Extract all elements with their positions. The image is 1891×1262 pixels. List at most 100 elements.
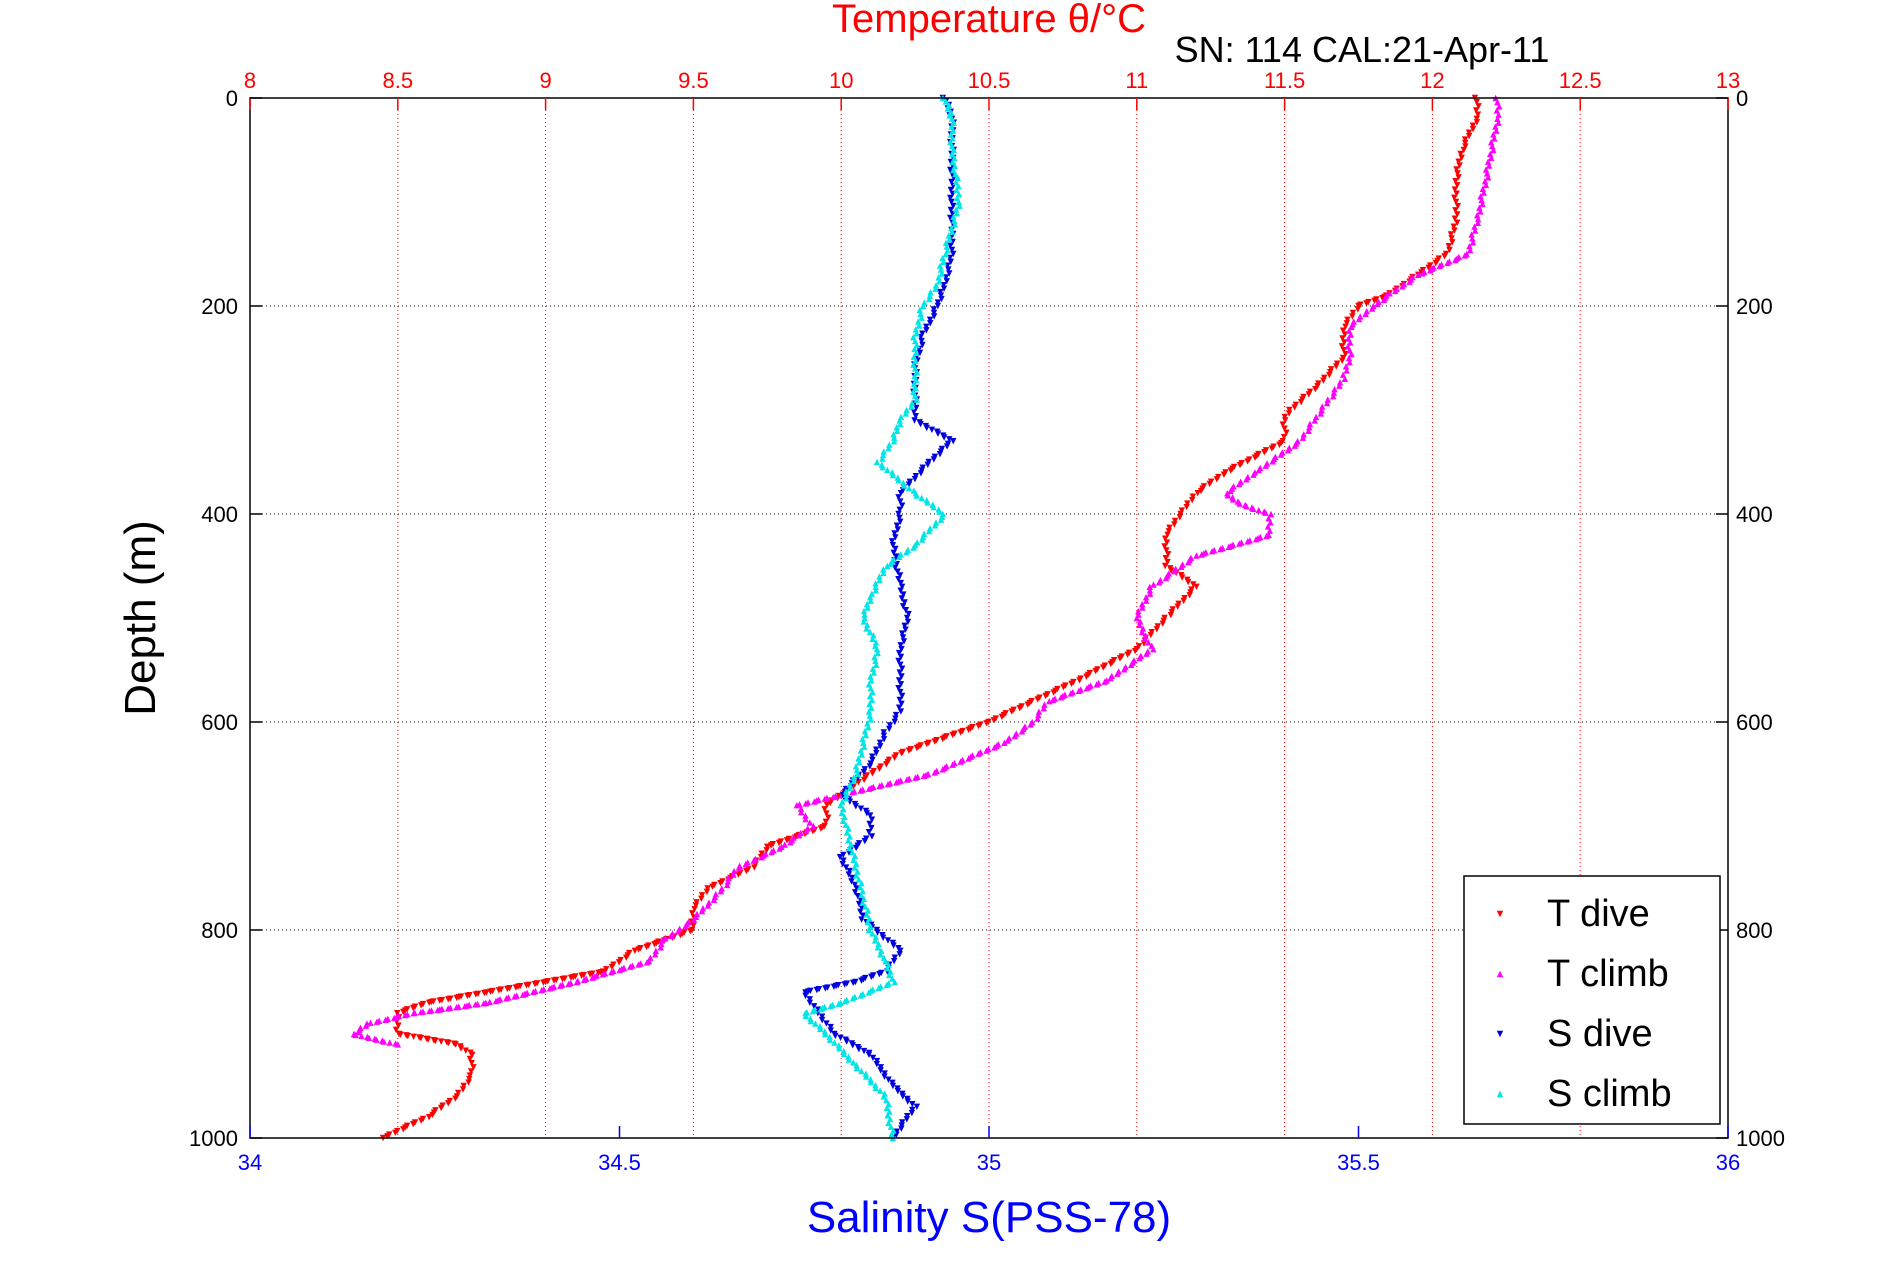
series-t-climb-marker [1250,505,1257,512]
series-s-dive-marker [899,1093,907,1100]
series-t-climb-marker [1494,115,1501,122]
series-s-climb-marker [870,632,877,639]
series-t-climb-marker [1236,500,1243,507]
series-t-dive-marker [1171,517,1179,525]
series-t-dive [379,94,1482,1142]
series-s-dive-marker [855,1045,863,1053]
series-s-dive-marker [881,1073,888,1080]
series-t-dive-marker [437,1038,445,1045]
series-t-dive-marker [998,713,1006,720]
series-s-dive-marker [890,549,897,556]
series-s-dive-marker [852,803,860,810]
series-t-dive-marker [1167,567,1175,574]
series-s-dive-marker [903,1116,911,1123]
series-s-climb-marker [861,611,868,618]
series-t-dive-marker [495,987,503,994]
series-s-climb-marker [890,431,897,438]
series-s-dive-marker [897,490,905,497]
series-s-climb-marker [880,1093,887,1100]
series-s-dive-marker [868,833,876,840]
tick-label-salinity: 36 [1716,1150,1740,1175]
series-s-dive-marker [892,715,899,722]
series-s-climb-marker [867,1076,874,1083]
series-t-dive-marker [1024,701,1031,708]
series-s-dive-marker [893,560,901,568]
series-t-dive-marker [817,825,825,832]
series-t-climb-marker [1300,431,1307,438]
series-s-climb-marker [866,628,874,636]
series-t-dive-marker [1180,597,1187,605]
series-s-dive-marker [912,413,919,420]
series-s-climb-marker [845,1053,852,1060]
tick-label-depth-left: 200 [201,294,238,319]
series-t-climb-marker [616,966,623,974]
series-t-climb-marker [1143,597,1150,604]
series-s-dive-marker [897,642,904,649]
series-s-climb-marker [950,127,957,134]
series-s-dive-marker [943,278,950,285]
series-t-dive-marker [1469,122,1477,129]
series-t-climb-marker [903,776,911,783]
series-s-dive-marker [908,1109,916,1117]
tick-label-temperature: 10 [829,68,853,93]
series-t-dive-marker [703,888,711,896]
series-s-climb-marker [862,1073,870,1080]
legend-s-climb-marker [1496,1090,1504,1098]
series-s-dive-marker [839,860,846,868]
series-t-climb-marker [1139,604,1146,611]
series-s-dive-marker [895,649,903,657]
series-t-climb-marker [1330,392,1337,400]
legend-t-climb-marker [1496,970,1504,978]
series-s-dive-marker [946,270,953,277]
series-t-climb-marker [776,845,783,852]
series-t-climb-marker [1343,367,1350,374]
series-t-dive-marker [1193,583,1200,590]
series-s-climb-marker [864,604,871,611]
series-t-climb-marker [1452,256,1459,264]
series-s-climb-marker [846,784,854,792]
series-t-dive-marker [397,1031,404,1038]
series-t-dive-marker [512,984,520,991]
series-t-climb-marker [1461,252,1469,259]
series-s-climb-marker [873,458,881,466]
series-t-dive-marker [1454,170,1461,177]
series-s-climb [802,94,963,1142]
tick-label-salinity: 35 [977,1150,1001,1175]
series-s-dive-marker [895,510,902,518]
series-s-dive-marker [918,337,925,345]
series-s-dive-marker [904,1098,911,1105]
series-t-climb-marker [1305,427,1312,434]
series-t-dive-marker [1454,202,1462,210]
series-s-dive-marker [903,614,911,622]
series-s-dive-marker [860,1047,868,1055]
series-s-climb-marker [953,186,960,194]
series-t-climb-marker [758,854,765,861]
series-t-dive-marker [1083,673,1090,680]
series-t-climb-marker [1225,543,1233,551]
series-t-dive-marker [454,1089,462,1097]
series-t-climb-marker [1306,424,1313,431]
series-s-climb-marker [850,774,857,781]
series-t-climb-marker [1150,646,1157,653]
series-s-dive-marker [880,729,887,736]
series-t-dive-marker [905,747,913,754]
series-t-climb-marker [1146,587,1154,594]
series-t-climb-marker [380,1038,388,1045]
series-t-climb-marker [401,1011,409,1019]
series-s-dive-marker [876,739,884,746]
series-s-climb-marker [880,569,887,577]
series-s-climb-marker [807,1017,814,1025]
series-s-dive-marker [818,1013,826,1020]
series-s-climb-marker [913,396,921,403]
series-t-climb-marker [573,978,581,986]
series-s-dive-marker [897,688,904,696]
series-t-climb-marker [1362,310,1369,317]
legend: T dive T climb S dive S climb [1463,875,1721,1125]
series-s-climb-marker [862,731,870,739]
series-t-dive-marker [1194,490,1201,497]
series-s-dive-marker [891,954,898,961]
series-t-dive-marker [404,1032,412,1040]
series-s-climb-marker [897,420,904,428]
series-s-dive-marker [930,309,938,317]
series-s-dive-marker [899,603,907,610]
